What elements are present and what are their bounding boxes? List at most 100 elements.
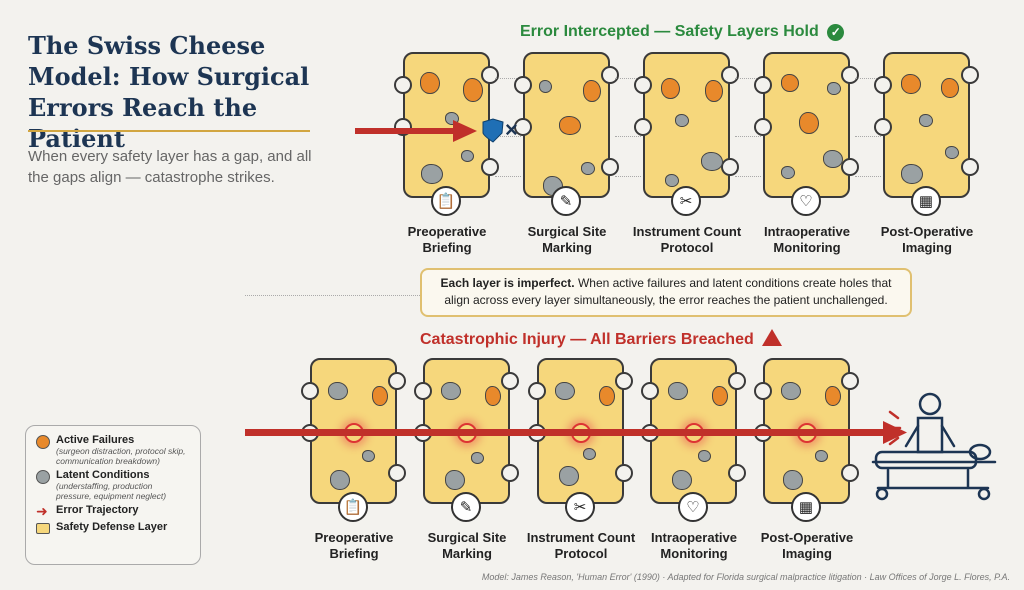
latent-condition-hole (328, 382, 348, 400)
latent-condition-hole (559, 466, 579, 486)
active-failure-hole (463, 78, 483, 102)
xray-icon: ▦ (791, 492, 821, 522)
shield-icon (482, 118, 504, 143)
title-divider (28, 130, 310, 132)
patient-on-bed-icon (871, 392, 997, 501)
active-failure-hole (583, 80, 601, 102)
layer-notch (601, 158, 619, 176)
alignment-dots (735, 176, 761, 177)
alignment-dots (495, 136, 521, 137)
latent-condition-hole (583, 448, 596, 460)
legend-item-error-trajectory: ➜ Error Trajectory (36, 504, 190, 518)
alignment-dots (855, 176, 881, 177)
layer-label: Instrument Count Protocol (632, 224, 742, 255)
layer-notch (481, 158, 499, 176)
latent-condition-hole (827, 82, 841, 95)
latent-condition-hole (461, 150, 474, 162)
legend-title: Error Trajectory (56, 504, 139, 516)
latent-condition-hole (945, 146, 959, 159)
layer-notch (634, 118, 652, 136)
layer-notch (414, 382, 432, 400)
active-failure-hole (799, 112, 819, 134)
layer-notch (721, 66, 739, 84)
layer-notch (528, 382, 546, 400)
layer-notch (641, 382, 659, 400)
heart-monitor-icon: ♡ (791, 186, 821, 216)
top-section-heading: Error Intercepted — Safety Layers Hold ✓ (520, 23, 845, 41)
latent-condition-hole (698, 450, 711, 462)
layer-notch (514, 76, 532, 94)
latent-condition-hole (781, 382, 801, 400)
layer-label: Surgical Site Marking (527, 224, 607, 255)
layer-notch (615, 372, 633, 390)
pen-icon: ✎ (451, 492, 481, 522)
layer-label: Preoperative Briefing (314, 530, 394, 561)
latent-condition-hole (701, 152, 723, 171)
layer-notch (388, 464, 406, 482)
legend-item-safety-layer: Safety Defense Layer (36, 521, 190, 534)
callout-box: Each layer is imperfect. When active fai… (420, 268, 912, 317)
callout-text: When active failures and latent conditio… (444, 276, 892, 307)
latent-condition-hole (675, 114, 689, 127)
alignment-dots (735, 136, 761, 137)
layer-notch (514, 118, 532, 136)
latent-condition-hole (362, 450, 375, 462)
active-failure-hole (705, 80, 723, 102)
latent-condition-hole (445, 470, 465, 490)
orange-dot-icon (36, 435, 50, 449)
active-failure-hole (661, 78, 680, 99)
blocked-error-arrow (355, 118, 504, 143)
xray-icon: ▦ (911, 186, 941, 216)
layer-notch (728, 464, 746, 482)
layer-notch (481, 66, 499, 84)
layer-notch (634, 76, 652, 94)
legend-sub: (surgeon distraction, protocol skip, com… (56, 446, 186, 466)
alignment-dots (855, 78, 881, 79)
layer-label: Surgical Site Marking (427, 530, 507, 561)
layer-notch (874, 76, 892, 94)
legend-sub: (understaffing, production pressure, equ… (56, 481, 167, 501)
layer-notch (754, 382, 772, 400)
section-divider (245, 295, 420, 296)
layer-notch (874, 118, 892, 136)
layer-notch (841, 66, 859, 84)
check-circle-icon: ✓ (827, 24, 845, 41)
clipboard-icon: 📋 (338, 492, 368, 522)
layer-notch (841, 158, 859, 176)
heart-monitor-icon: ♡ (678, 492, 708, 522)
latent-condition-hole (471, 452, 484, 464)
legend: Active Failures (surgeon distraction, pro… (25, 425, 201, 565)
latent-condition-hole (672, 470, 692, 490)
layer-notch (841, 464, 859, 482)
blocked-x-icon: × (505, 117, 518, 142)
bottom-section-heading: Catastrophic Injury — All Barriers Breac… (420, 329, 783, 349)
gray-dot-icon (36, 470, 50, 484)
alignment-dots (495, 176, 521, 177)
latent-condition-hole (815, 450, 828, 462)
footer-citation: Model: James Reason, 'Human Error' (1990… (481, 572, 1010, 582)
cheese-layer: ▦ (874, 52, 979, 216)
active-failure-hole (485, 386, 501, 406)
layer-notch (754, 76, 772, 94)
active-failure-hole (825, 386, 841, 406)
layer-label: Post-Operative Imaging (760, 530, 854, 561)
bottom-heading-text: Catastrophic Injury — All Barriers Breac… (420, 331, 754, 348)
layer-notch (728, 372, 746, 390)
layer-notch (601, 66, 619, 84)
layer-label: Preoperative Briefing (407, 224, 487, 255)
layer-notch (961, 66, 979, 84)
layer-notch (754, 118, 772, 136)
active-failure-hole (781, 74, 799, 92)
active-failure-hole (559, 116, 581, 135)
layer-notch (615, 464, 633, 482)
active-failure-hole (901, 74, 921, 94)
active-failure-hole (372, 386, 388, 406)
legend-item-active-failures: Active Failures (surgeon distraction, pro… (36, 434, 190, 466)
alignment-dots (495, 78, 521, 79)
latent-condition-hole (330, 470, 350, 490)
layer-notch (394, 76, 412, 94)
alignment-dots (735, 78, 761, 79)
layer-notch (501, 372, 519, 390)
error-trajectory-arrow (245, 421, 907, 444)
top-heading-text: Error Intercepted — Safety Layers Hold (520, 23, 819, 40)
